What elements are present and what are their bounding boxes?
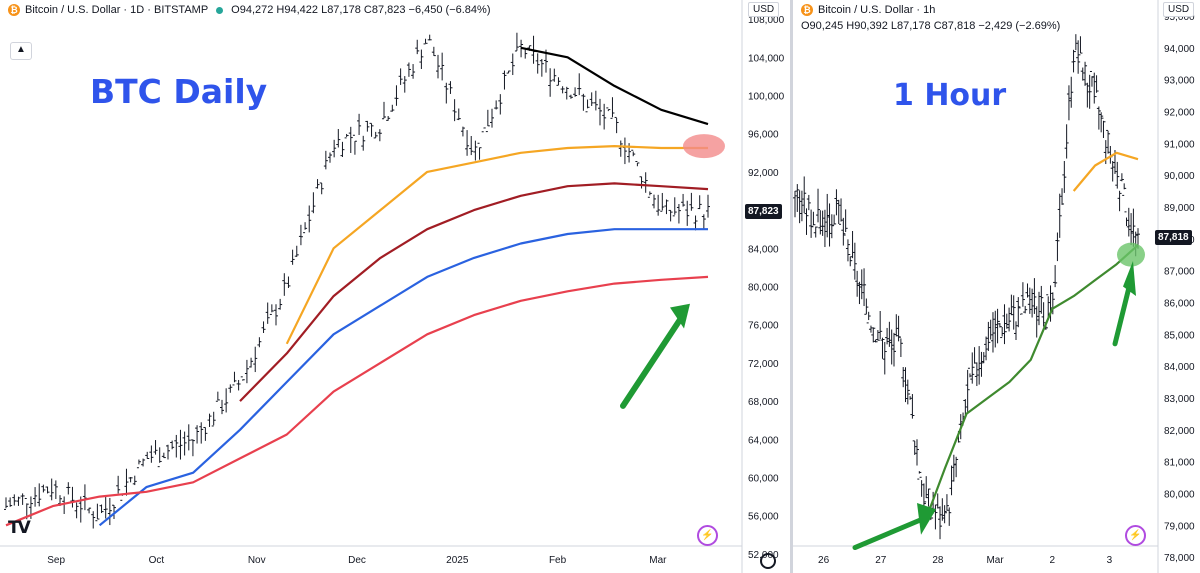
x-tick-label: 3 — [1107, 555, 1113, 566]
daily-chart-svg: 108,000104,000100,00096,00092,00088,0008… — [0, 0, 785, 573]
y-tick-label: 82,000 — [1164, 426, 1195, 437]
moving-average-line — [922, 244, 1139, 526]
x-tick-label: 2 — [1049, 555, 1055, 566]
left-symbol-label: Bitcoin / U.S. Dollar · 1D · BITSTAMP — [25, 4, 209, 16]
y-tick-label: 86,000 — [1164, 298, 1195, 309]
y-tick-label: 84,000 — [1164, 362, 1195, 373]
right-legend: ₿ Bitcoin / U.S. Dollar · 1h — [801, 4, 935, 16]
spark-icon[interactable]: ⚡ — [697, 525, 718, 546]
right-symbol-label: Bitcoin / U.S. Dollar · 1h — [818, 4, 936, 16]
right-ohlc-row: O90,245 H90,392 L87,178 C87,818 −2,429 (… — [801, 20, 1060, 32]
y-tick-label: 76,000 — [748, 321, 779, 332]
arrow-head-icon — [917, 502, 936, 535]
y-tick-label: 81,000 — [1164, 458, 1195, 469]
y-tick-label: 80,000 — [1164, 489, 1195, 500]
x-tick-label: Feb — [549, 555, 567, 566]
y-tick-label: 90,000 — [1164, 171, 1195, 182]
market-open-icon — [216, 6, 224, 14]
x-tick-label: Sep — [47, 555, 65, 566]
arrow-head-icon — [670, 303, 690, 329]
moving-average-line — [98, 228, 708, 527]
arrow-icon — [1112, 280, 1133, 347]
y-tick-label: 96,000 — [748, 130, 779, 141]
left-legend: ₿ Bitcoin / U.S. Dollar · 1D · BITSTAMP … — [8, 4, 490, 16]
y-tick-label: 108,000 — [748, 15, 785, 26]
y-tick-label: 95,000 — [1164, 12, 1195, 23]
y-tick-label: 89,000 — [1164, 203, 1195, 214]
left-ohlc-values: O94,272 H94,422 L87,178 C87,823 −6,450 (… — [231, 4, 491, 16]
y-tick-label: 92,000 — [1164, 107, 1195, 118]
bitcoin-icon: ₿ — [801, 4, 813, 16]
y-tick-label: 91,000 — [1164, 139, 1195, 150]
left-currency-selector[interactable]: USD — [748, 2, 780, 17]
moving-average-line — [5, 275, 709, 527]
y-tick-label: 83,000 — [1164, 394, 1195, 405]
x-tick-label: Dec — [348, 555, 366, 566]
y-tick-label: 79,000 — [1164, 521, 1195, 532]
y-tick-label: 64,000 — [748, 435, 779, 446]
x-tick-label: Mar — [986, 555, 1004, 566]
y-tick-label: 93,000 — [1164, 76, 1195, 87]
hourly-chart-pane[interactable]: ₿ Bitcoin / U.S. Dollar · 1h O90,245 H90… — [793, 0, 1200, 573]
y-tick-label: 80,000 — [748, 283, 779, 294]
arrow-head-icon — [1123, 261, 1136, 297]
spark-icon[interactable]: ⚡ — [1125, 525, 1146, 546]
y-tick-label: 78,000 — [1164, 553, 1195, 564]
chevron-up-icon[interactable]: ▲ — [10, 42, 32, 60]
moving-average-line — [520, 46, 709, 126]
x-tick-label: 2025 — [446, 555, 469, 566]
y-tick-label: 60,000 — [748, 474, 779, 485]
x-tick-label: 26 — [818, 555, 830, 566]
x-tick-label: Mar — [649, 555, 667, 566]
hourly-chart-svg: 95,000 94,000 93,000 92,000 91,000 90,000 89,0… — [793, 0, 1195, 573]
y-tick-label: 104,000 — [748, 53, 785, 64]
right-currency-selector[interactable]: USD — [1163, 2, 1195, 17]
y-tick-label: 68,000 — [748, 397, 779, 408]
y-tick-label: 56,000 — [748, 512, 779, 523]
y-tick-label: 87,000 — [1164, 267, 1195, 278]
x-tick-label: 28 — [932, 555, 944, 566]
y-tick-label: 72,000 — [748, 359, 779, 370]
y-tick-label: 94,000 — [1164, 44, 1195, 55]
right-ohlc-values: O90,245 H90,392 L87,178 C87,818 −2,429 (… — [801, 20, 1061, 32]
tradingview-logo-icon: TV — [8, 518, 31, 538]
x-tick-label: Oct — [149, 555, 165, 566]
daily-chart-pane[interactable]: ₿ Bitcoin / U.S. Dollar · 1D · BITSTAMP … — [0, 0, 790, 573]
y-tick-label: 100,000 — [748, 92, 785, 103]
moving-average-line — [1072, 151, 1139, 192]
support-highlight — [1117, 242, 1145, 267]
left-last-price-tag: 87,823 — [745, 204, 782, 219]
y-tick-label: 84,000 — [748, 244, 779, 255]
btc-daily-annotation: BTC Daily — [90, 72, 268, 111]
resistance-highlight — [683, 134, 725, 159]
settings-icon[interactable] — [760, 553, 776, 569]
bitcoin-icon: ₿ — [8, 4, 20, 16]
x-tick-label: 27 — [875, 555, 887, 566]
arrow-icon — [852, 516, 926, 551]
y-tick-label: 92,000 — [748, 168, 779, 179]
pane-divider[interactable] — [790, 0, 793, 573]
one-hour-annotation: 1 Hour — [893, 78, 1007, 113]
arrow-icon — [620, 312, 686, 409]
moving-average-line — [285, 145, 708, 345]
x-tick-label: Nov — [248, 555, 266, 566]
moving-average-line — [239, 182, 709, 402]
y-tick-label: 85,000 — [1164, 330, 1195, 341]
right-last-price-tag: 87,818 — [1155, 230, 1192, 245]
